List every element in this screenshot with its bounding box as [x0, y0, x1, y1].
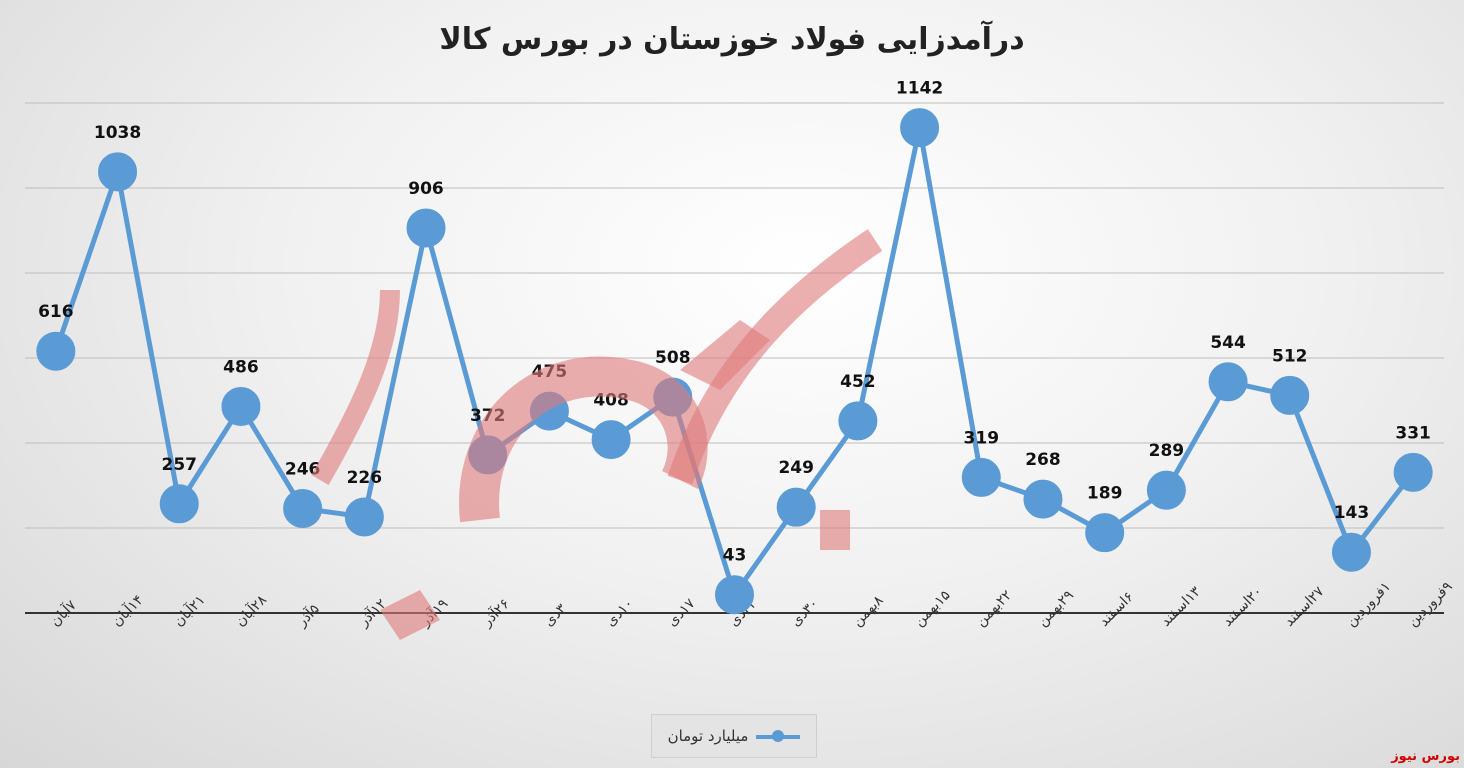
- data-label: 544: [1210, 333, 1246, 353]
- data-point: [283, 488, 323, 528]
- data-point: [591, 420, 631, 460]
- data-point: [36, 331, 76, 371]
- series-line: [53, 125, 1416, 598]
- data-label: 906: [408, 179, 444, 199]
- x-tick-label: ۲۷اسفند: [1281, 583, 1328, 630]
- data-label: 289: [1149, 441, 1185, 461]
- data-label: 226: [347, 468, 383, 488]
- data-point: [653, 377, 693, 417]
- data-point: [1208, 362, 1248, 402]
- x-tick-label: ۷آبان: [47, 596, 80, 629]
- data-label: 508: [655, 348, 691, 368]
- data-label: 1142: [896, 79, 943, 99]
- x-tick-label: ۶اسفند: [1096, 589, 1137, 630]
- data-point: [1085, 513, 1125, 553]
- legend-swatch: [756, 730, 801, 742]
- data-label: 486: [223, 357, 259, 377]
- data-label: 331: [1395, 423, 1431, 443]
- data-label: 268: [1025, 450, 1061, 470]
- x-tick-label: ۲۰اسفند: [1220, 584, 1266, 630]
- x-tick-label: ۱۴آبان: [108, 591, 146, 629]
- data-label: 408: [593, 391, 629, 411]
- brand-label: بورس نیوز: [1391, 749, 1460, 764]
- x-tick-label: ۳دی: [541, 601, 570, 630]
- data-point: [776, 487, 816, 527]
- data-point: [1270, 375, 1310, 415]
- x-tick-label: ۵آذر: [293, 601, 323, 631]
- data-label: 452: [840, 372, 876, 392]
- x-tick-label: ۲۱آبان: [170, 591, 208, 629]
- x-tick-label: ۲۹بهمن: [1034, 587, 1077, 630]
- data-label: 616: [38, 302, 74, 322]
- data-label: 246: [285, 459, 321, 479]
- data-label: 512: [1272, 346, 1308, 366]
- data-label: 1038: [94, 123, 141, 143]
- data-point: [1393, 452, 1433, 492]
- chart-title: درآمدزایی فولاد خوزستان در بورس کالا: [439, 22, 1025, 57]
- x-tick-label: ۲۸آبان: [232, 591, 271, 630]
- data-point: [406, 208, 446, 248]
- data-label: 143: [1334, 503, 1370, 523]
- data-point: [1146, 470, 1186, 510]
- x-tick-label: ۲۲بهمن: [973, 587, 1016, 630]
- data-label: 475: [532, 362, 568, 382]
- chart-legend: میلیارد تومان: [651, 714, 817, 758]
- data-point: [1023, 479, 1063, 519]
- data-label: 189: [1087, 484, 1123, 504]
- x-tick-label: ۱۳اسفند: [1158, 583, 1205, 630]
- data-label: 249: [778, 458, 814, 478]
- x-tick-label: ۸بهمن: [849, 592, 887, 630]
- data-point: [1331, 532, 1371, 572]
- data-point: [961, 457, 1001, 497]
- data-point: [529, 391, 569, 431]
- data-point: [98, 152, 138, 192]
- data-label: 257: [161, 455, 197, 475]
- data-label: 372: [470, 406, 506, 426]
- data-point: [838, 401, 878, 441]
- x-tick-label: ۱۵بهمن: [911, 587, 954, 630]
- data-point: [715, 575, 754, 615]
- data-point: [468, 435, 508, 475]
- data-point: [344, 497, 384, 537]
- x-tick-label: ۹فروردین: [1405, 579, 1456, 630]
- x-tick-label: ۱فروردین: [1343, 579, 1394, 630]
- data-label: 319: [964, 428, 1000, 448]
- data-point: [159, 484, 199, 524]
- data-point: [900, 108, 940, 148]
- data-point: [221, 386, 261, 426]
- legend-label: میلیارد تومان: [667, 727, 749, 745]
- data-label: 43: [723, 546, 747, 566]
